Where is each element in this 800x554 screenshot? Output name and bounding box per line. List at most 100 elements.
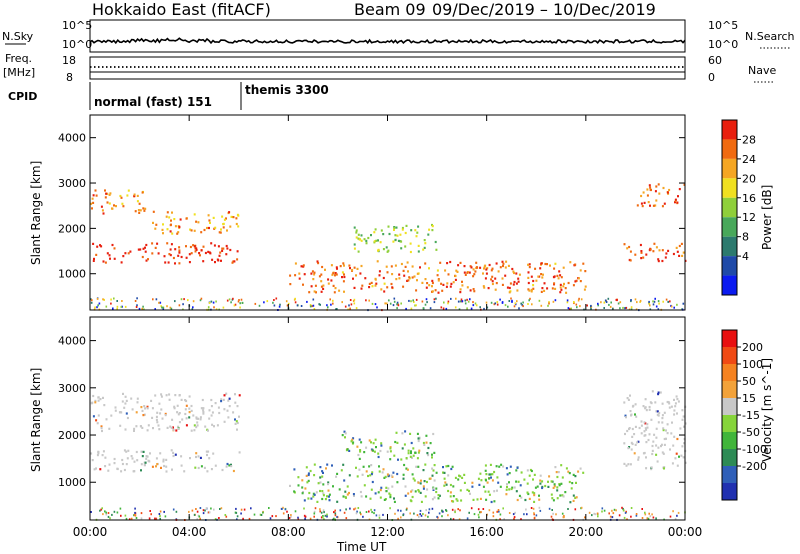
speckle-cell bbox=[355, 512, 358, 515]
y-tick-label: 2000 bbox=[58, 222, 86, 235]
data-cell bbox=[396, 472, 399, 476]
data-cell bbox=[189, 245, 192, 249]
data-cell bbox=[657, 258, 660, 261]
data-cell bbox=[413, 479, 416, 482]
speckle-cell bbox=[235, 507, 237, 510]
data-cell bbox=[92, 201, 95, 204]
speckle-cell bbox=[619, 307, 621, 310]
data-cell bbox=[338, 289, 341, 292]
velocity-heatmap bbox=[90, 390, 687, 521]
data-cell bbox=[122, 205, 125, 208]
speckle-cell bbox=[618, 514, 621, 517]
data-cell bbox=[432, 488, 435, 491]
speckle-cell bbox=[503, 518, 505, 521]
speckle-cell bbox=[350, 303, 353, 306]
data-cell bbox=[188, 411, 191, 414]
data-cell bbox=[403, 274, 406, 277]
data-cell bbox=[168, 216, 171, 219]
data-cell bbox=[572, 499, 575, 502]
data-cell bbox=[582, 471, 585, 474]
data-cell bbox=[472, 268, 475, 271]
data-cell bbox=[424, 262, 427, 265]
speckle-cell bbox=[508, 300, 511, 302]
data-cell bbox=[388, 232, 391, 236]
data-cell bbox=[665, 437, 667, 440]
data-cell bbox=[516, 466, 519, 469]
data-cell bbox=[91, 207, 93, 210]
data-cell bbox=[393, 454, 396, 457]
data-cell bbox=[110, 414, 113, 417]
data-cell bbox=[130, 455, 133, 458]
data-cell bbox=[352, 493, 355, 496]
speckle-cell bbox=[669, 300, 671, 303]
y-tick-label: 3000 bbox=[58, 177, 86, 190]
speckle-cell bbox=[240, 298, 243, 301]
data-cell bbox=[541, 276, 544, 279]
speckle-cell bbox=[652, 516, 655, 519]
data-cell bbox=[423, 443, 426, 446]
data-cell bbox=[527, 276, 530, 279]
speckle-cell bbox=[605, 301, 608, 303]
data-cell bbox=[119, 424, 122, 427]
data-cell bbox=[221, 215, 224, 218]
data-cell bbox=[143, 209, 146, 212]
data-cell bbox=[220, 398, 223, 401]
data-cell bbox=[344, 436, 346, 439]
speckle-cell bbox=[526, 513, 528, 516]
data-cell bbox=[372, 442, 375, 445]
speckle-cell bbox=[349, 299, 352, 301]
data-cell bbox=[488, 263, 491, 267]
colorbar-segment bbox=[722, 236, 737, 257]
speckle-cell bbox=[482, 508, 485, 510]
colorbar-tick-label: 12 bbox=[742, 211, 756, 224]
speckle-cell bbox=[309, 517, 312, 520]
data-cell bbox=[310, 272, 313, 275]
speckle-cell bbox=[232, 297, 234, 300]
data-cell bbox=[623, 442, 626, 445]
speckle-cell bbox=[319, 510, 321, 513]
speckle-cell bbox=[121, 300, 123, 302]
speckle-cell bbox=[630, 300, 632, 303]
data-cell bbox=[559, 494, 562, 497]
data-cell bbox=[328, 493, 331, 496]
data-cell bbox=[416, 457, 419, 460]
data-cell bbox=[678, 244, 681, 248]
data-cell bbox=[624, 414, 627, 417]
speckle-cell bbox=[198, 515, 201, 518]
data-cell bbox=[144, 246, 146, 249]
data-cell bbox=[104, 189, 106, 192]
speckle-cell bbox=[653, 300, 656, 303]
data-cell bbox=[482, 285, 485, 288]
data-cell bbox=[546, 263, 548, 266]
data-cell bbox=[653, 242, 656, 245]
station-title: Hokkaido East (fitACF) bbox=[92, 0, 271, 19]
speckle-cell bbox=[603, 509, 606, 512]
data-cell bbox=[434, 240, 437, 244]
data-cell bbox=[140, 469, 142, 472]
data-cell bbox=[443, 477, 446, 480]
speckle-cell bbox=[647, 517, 650, 520]
speckle-cell bbox=[273, 299, 275, 301]
data-cell bbox=[575, 279, 578, 282]
data-cell bbox=[515, 282, 518, 285]
colorbar-segment bbox=[722, 432, 737, 449]
data-cell bbox=[401, 432, 404, 435]
data-cell bbox=[400, 240, 403, 243]
data-cell bbox=[418, 449, 421, 452]
data-cell bbox=[387, 487, 390, 490]
data-cell bbox=[294, 274, 297, 277]
data-cell bbox=[645, 253, 648, 256]
data-cell bbox=[432, 469, 435, 472]
data-cell bbox=[406, 468, 409, 471]
data-cell bbox=[407, 492, 410, 495]
nave-label: Nave bbox=[748, 64, 776, 77]
data-cell bbox=[315, 291, 317, 294]
data-cell bbox=[212, 452, 215, 455]
speckle-cell bbox=[279, 303, 281, 306]
speckle-cell bbox=[428, 511, 430, 514]
data-cell bbox=[147, 258, 149, 261]
data-cell bbox=[395, 278, 398, 281]
speckle-cell bbox=[204, 509, 206, 512]
colorbar-frame bbox=[721, 119, 738, 296]
